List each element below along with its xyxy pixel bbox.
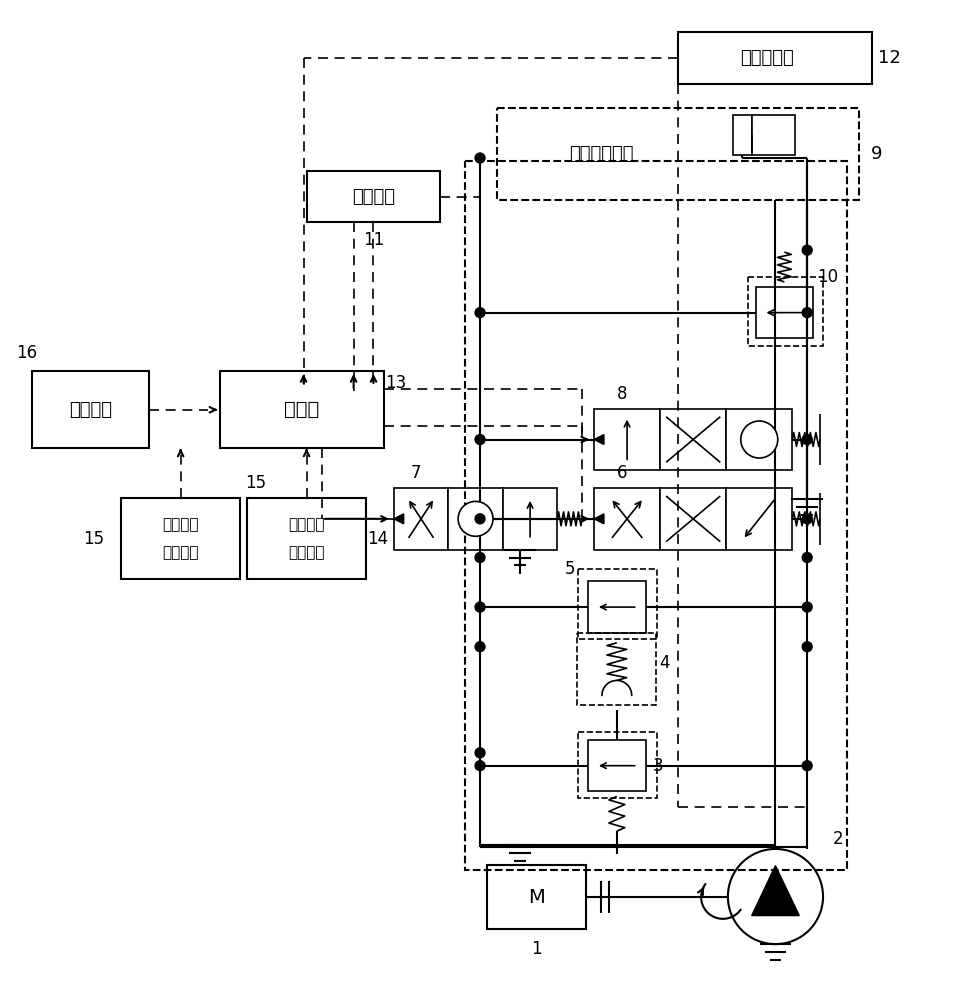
Bar [678, 32, 871, 84]
Bar [503, 488, 557, 550]
Circle shape [728, 849, 823, 944]
Text: 1: 1 [531, 940, 542, 958]
Polygon shape [594, 435, 604, 444]
Bar [726, 488, 792, 550]
Text: 8: 8 [617, 385, 628, 403]
Bar [497, 108, 859, 200]
Text: 下降旋钮: 下降旋钮 [69, 401, 112, 419]
Circle shape [803, 308, 812, 318]
Text: 位置传感器: 位置传感器 [740, 49, 794, 67]
Text: 3: 3 [653, 757, 663, 775]
Text: 2: 2 [833, 830, 843, 848]
Bar [588, 581, 646, 633]
Bar [121, 498, 240, 579]
Text: 9: 9 [871, 145, 882, 163]
Text: 10: 10 [817, 268, 838, 286]
Bar [449, 488, 503, 550]
Text: 力传感器: 力传感器 [352, 188, 395, 206]
Text: 三点悬挂机构: 三点悬挂机构 [569, 145, 633, 163]
Circle shape [475, 748, 485, 758]
Circle shape [475, 308, 485, 318]
Text: 15: 15 [83, 530, 104, 548]
Circle shape [475, 553, 485, 562]
Bar [394, 488, 449, 550]
Bar [594, 488, 660, 550]
Text: 设置旋钮: 设置旋钮 [288, 545, 325, 560]
Bar [747, 277, 823, 346]
Text: 目标位置: 目标位置 [162, 517, 199, 532]
Bar [578, 569, 658, 639]
Circle shape [475, 642, 485, 652]
Circle shape [803, 245, 812, 255]
Circle shape [803, 602, 812, 612]
Circle shape [475, 435, 485, 444]
Text: 11: 11 [363, 231, 384, 249]
Circle shape [475, 153, 485, 163]
Bar [307, 171, 440, 222]
Text: 13: 13 [385, 374, 406, 392]
Bar [32, 371, 149, 448]
Text: 16: 16 [16, 344, 38, 362]
Circle shape [803, 761, 812, 771]
Text: 控制器: 控制器 [284, 400, 320, 419]
Text: 下降速度: 下降速度 [288, 517, 325, 532]
Text: 15: 15 [245, 474, 266, 492]
Bar [578, 732, 658, 798]
Text: 14: 14 [367, 530, 389, 548]
Text: 6: 6 [617, 464, 628, 482]
Text: 7: 7 [411, 464, 422, 482]
Polygon shape [751, 866, 800, 916]
Bar [247, 498, 366, 579]
Bar [220, 371, 384, 448]
Circle shape [475, 514, 485, 524]
Circle shape [803, 514, 812, 524]
Circle shape [475, 761, 485, 771]
Bar [577, 633, 657, 705]
Bar [487, 865, 586, 929]
Circle shape [741, 421, 777, 458]
Text: 5: 5 [565, 560, 575, 578]
Circle shape [475, 602, 485, 612]
Text: 4: 4 [659, 654, 670, 672]
Polygon shape [594, 514, 604, 524]
Circle shape [803, 553, 812, 562]
Bar [751, 115, 795, 155]
Text: 设置旋钮: 设置旋钮 [162, 545, 199, 560]
Circle shape [803, 435, 812, 444]
Bar [594, 409, 660, 470]
Bar [733, 115, 751, 155]
Polygon shape [394, 514, 403, 524]
Bar [588, 740, 646, 791]
Bar [660, 409, 726, 470]
Circle shape [458, 501, 493, 536]
Bar [726, 409, 792, 470]
Bar [755, 287, 813, 338]
Text: M: M [528, 888, 545, 907]
Text: 12: 12 [878, 49, 901, 67]
Circle shape [803, 642, 812, 652]
Bar [465, 161, 847, 870]
Bar [660, 488, 726, 550]
